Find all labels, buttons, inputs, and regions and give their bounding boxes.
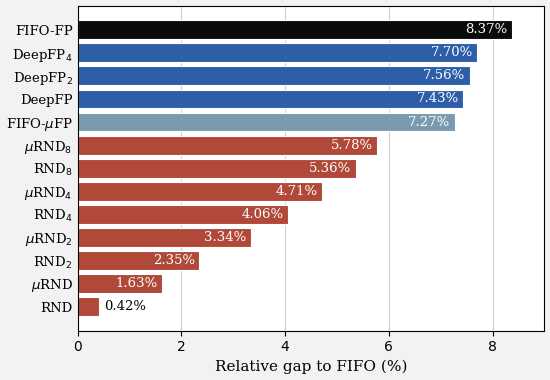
Bar bbox=[78, 159, 356, 177]
Bar bbox=[78, 90, 463, 108]
Text: 2.35%: 2.35% bbox=[153, 254, 195, 267]
Text: 7.27%: 7.27% bbox=[408, 116, 450, 128]
Bar bbox=[78, 228, 251, 247]
Bar bbox=[78, 182, 322, 201]
Text: 8.37%: 8.37% bbox=[465, 23, 508, 36]
Bar bbox=[78, 274, 162, 293]
Bar bbox=[78, 21, 512, 39]
Text: 0.42%: 0.42% bbox=[104, 300, 146, 313]
Bar bbox=[78, 66, 470, 86]
Text: 7.43%: 7.43% bbox=[416, 92, 459, 106]
X-axis label: Relative gap to FIFO (%): Relative gap to FIFO (%) bbox=[214, 360, 407, 374]
Bar bbox=[78, 205, 288, 224]
Text: 7.70%: 7.70% bbox=[431, 46, 473, 59]
Text: 5.78%: 5.78% bbox=[331, 139, 373, 152]
Bar bbox=[78, 112, 455, 131]
Bar bbox=[78, 251, 200, 270]
Text: 4.06%: 4.06% bbox=[242, 208, 284, 221]
Text: 7.56%: 7.56% bbox=[424, 70, 466, 82]
Bar bbox=[78, 136, 377, 155]
Text: 1.63%: 1.63% bbox=[116, 277, 158, 290]
Text: 3.34%: 3.34% bbox=[205, 231, 246, 244]
Bar bbox=[78, 297, 100, 316]
Text: 5.36%: 5.36% bbox=[309, 162, 351, 175]
Bar bbox=[78, 43, 477, 62]
Text: 4.71%: 4.71% bbox=[276, 185, 318, 198]
